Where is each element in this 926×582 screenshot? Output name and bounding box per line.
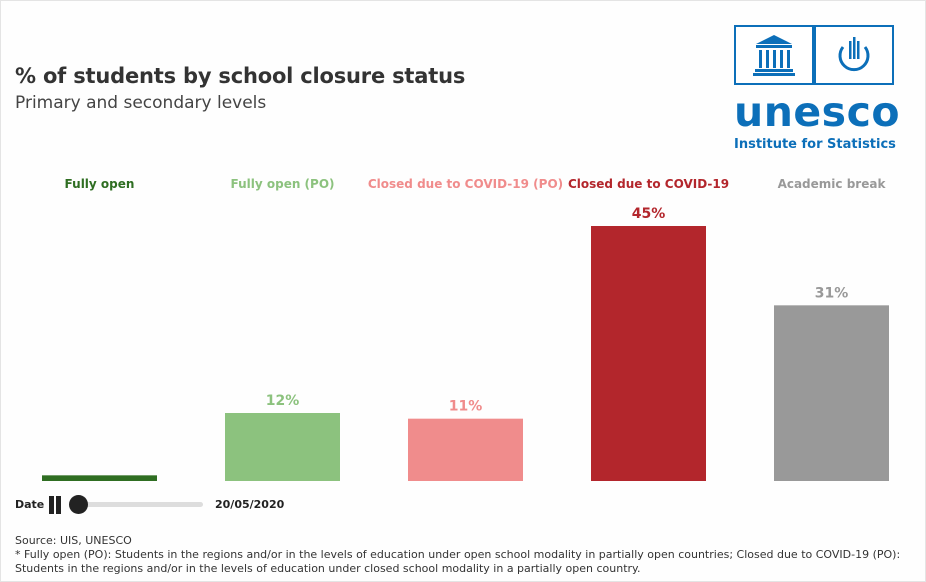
footnote: * Fully open (PO): Students in the regio… xyxy=(15,548,901,575)
bar[interactable] xyxy=(408,418,523,481)
footer: Source: UIS, UNESCO * Fully open (PO): S… xyxy=(15,534,915,576)
data-label: 31% xyxy=(815,285,849,301)
bar[interactable] xyxy=(591,226,706,481)
bar[interactable] xyxy=(42,475,157,481)
logo-temple-box xyxy=(734,25,814,85)
uis-emblem-icon xyxy=(838,37,870,72)
category-label: Closed due to COVID-19 (PO) xyxy=(368,177,563,191)
page-subtitle: Primary and secondary levels xyxy=(15,93,267,113)
data-label: 45% xyxy=(632,206,666,222)
bar[interactable] xyxy=(774,305,889,481)
unesco-wordmark: unesco xyxy=(734,88,901,136)
bar[interactable] xyxy=(225,413,340,481)
unesco-logo: unesco Institute for Statistics xyxy=(734,25,904,155)
category-label: Fully open xyxy=(65,177,135,191)
pause-icon-bar xyxy=(56,496,61,514)
category-label: Closed due to COVID-19 xyxy=(568,177,729,191)
category-label: Academic break xyxy=(778,177,887,191)
temple-icon xyxy=(753,35,795,76)
logo-subtitle: Institute for Statistics xyxy=(734,137,896,152)
date-label: Date xyxy=(15,498,45,511)
page-title: % of students by school closure status xyxy=(15,64,466,88)
data-label: 11% xyxy=(449,399,483,415)
logo-stats-box xyxy=(814,25,894,85)
date-slider-track[interactable] xyxy=(71,502,203,507)
pause-button[interactable] xyxy=(47,496,63,514)
bar-chart: Fully open Fully open (PO) 12% Closed due t… xyxy=(42,177,889,481)
current-date: 20/05/2020 xyxy=(215,498,285,511)
timeline-controls: Date 20/05/2020 xyxy=(15,494,315,518)
category-label: Fully open (PO) xyxy=(230,177,334,191)
date-slider-handle[interactable] xyxy=(69,495,88,514)
data-label: 12% xyxy=(266,393,300,409)
pause-icon-bar xyxy=(49,496,54,514)
source-note: Source: UIS, UNESCO xyxy=(15,534,132,547)
